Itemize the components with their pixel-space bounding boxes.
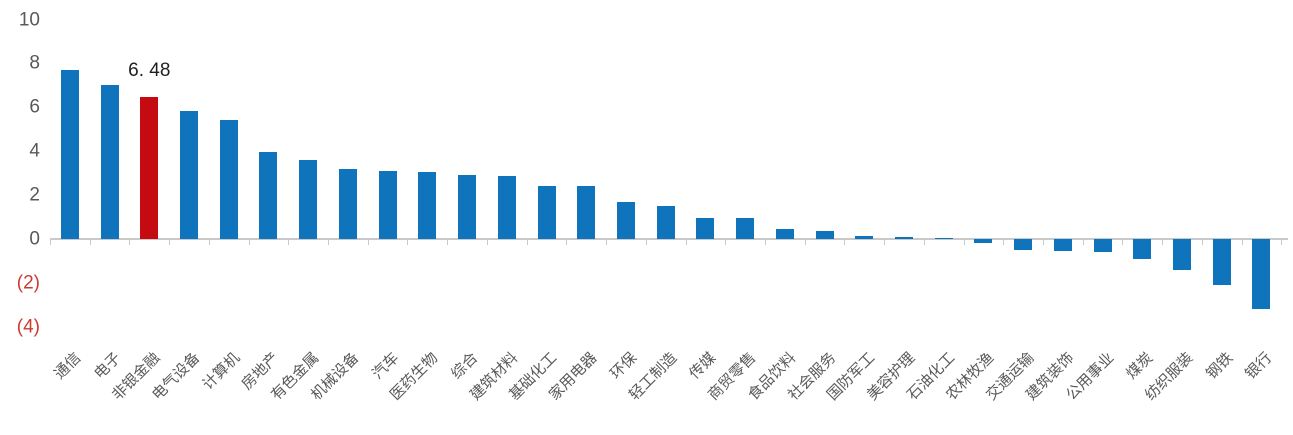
x-axis-tick: [963, 240, 965, 245]
bar-计算机: [219, 120, 238, 239]
bar-电气设备: [180, 110, 199, 239]
x-axis-tick: [486, 240, 488, 245]
x-axis-tick: [1241, 240, 1243, 245]
bar-美容护理: [894, 236, 913, 239]
bar-国防军工: [855, 235, 874, 239]
bar-基础化工: [537, 186, 556, 239]
x-axis-tick: [208, 240, 210, 245]
bar-综合: [458, 175, 477, 239]
bar-农林牧渔: [974, 239, 993, 244]
bar-煤炭: [1133, 239, 1152, 259]
x-axis-tick: [407, 240, 409, 245]
x-axis-label: 综合: [448, 349, 482, 383]
y-axis-tick-label: 10: [18, 9, 40, 30]
x-axis-label: 钢铁: [1202, 349, 1237, 383]
y-axis-tick-label: 4: [29, 140, 40, 162]
bar-社会服务: [815, 231, 834, 239]
bar-非银金融: [140, 96, 159, 239]
x-axis-line: [50, 238, 1288, 240]
y-axis-tick-label: 2: [29, 184, 40, 206]
bar-建筑材料: [497, 176, 516, 239]
x-axis-tick: [844, 240, 846, 245]
bar-商贸零售: [736, 218, 755, 239]
x-axis-tick: [367, 240, 369, 245]
bar-电子: [100, 85, 119, 239]
y-axis-tick-label: 8: [29, 52, 40, 74]
bar-食品饮料: [775, 229, 794, 239]
x-axis-tick: [447, 240, 449, 245]
x-axis-tick: [1162, 240, 1164, 245]
x-axis-tick: [248, 240, 250, 245]
bar-钢铁: [1212, 239, 1231, 286]
x-axis-tick: [169, 240, 171, 245]
x-axis-label: 计算机: [199, 349, 244, 394]
x-axis-tick: [923, 240, 925, 245]
x-axis-tick: [606, 240, 608, 245]
x-axis-tick: [129, 240, 131, 245]
x-axis-label: 银行: [1242, 349, 1276, 383]
x-axis-label: 煤炭: [1123, 349, 1157, 383]
x-axis-tick: [884, 240, 886, 245]
x-axis-tick: [1281, 240, 1283, 245]
bar-医药生物: [418, 172, 437, 239]
bar-银行: [1252, 239, 1271, 310]
x-axis-tick: [1201, 240, 1203, 245]
x-axis-tick: [1082, 240, 1084, 245]
y-axis-tick-label: 6: [29, 96, 40, 118]
bar-交通运输: [1014, 239, 1033, 250]
bar-环保: [616, 201, 635, 239]
bar-机械设备: [338, 168, 357, 239]
x-axis-label: 传媒: [686, 349, 720, 383]
x-axis-tick: [1003, 240, 1005, 245]
y-axis-tick-label: (4): [16, 316, 40, 338]
x-axis-tick: [1122, 240, 1124, 245]
x-axis-tick: [566, 240, 568, 245]
bar-有色金属: [299, 159, 318, 239]
bar-轻工制造: [656, 206, 675, 239]
bar-家用电器: [577, 186, 596, 239]
bar-石油化工: [934, 238, 953, 239]
bar-公用事业: [1093, 239, 1112, 253]
y-axis-tick-label: 0: [29, 228, 40, 250]
x-axis-tick: [89, 240, 91, 245]
bar-建筑装饰: [1053, 239, 1072, 252]
x-axis-label: 通信: [50, 349, 85, 383]
x-axis-label: 环保: [607, 349, 641, 383]
x-axis-tick: [804, 240, 806, 245]
highlight-data-label: 6. 48: [128, 59, 171, 81]
x-axis-tick: [50, 240, 51, 245]
y-axis-tick-label: (2): [16, 272, 40, 294]
x-axis-tick: [328, 240, 330, 245]
x-axis-tick: [645, 240, 647, 245]
bar-传媒: [696, 218, 715, 239]
bar-房地产: [259, 152, 278, 239]
x-axis-tick: [526, 240, 528, 245]
bar-通信: [60, 69, 79, 239]
x-axis-tick: [725, 240, 727, 245]
x-axis-label: 电子: [90, 349, 124, 383]
x-axis-tick: [1043, 240, 1044, 245]
bar-纺织服装: [1173, 239, 1192, 270]
x-axis-label: 汽车: [368, 349, 402, 383]
x-axis-tick: [764, 240, 766, 245]
x-axis-tick: [288, 240, 290, 245]
x-axis-tick: [685, 240, 687, 245]
bar-汽车: [378, 170, 397, 239]
